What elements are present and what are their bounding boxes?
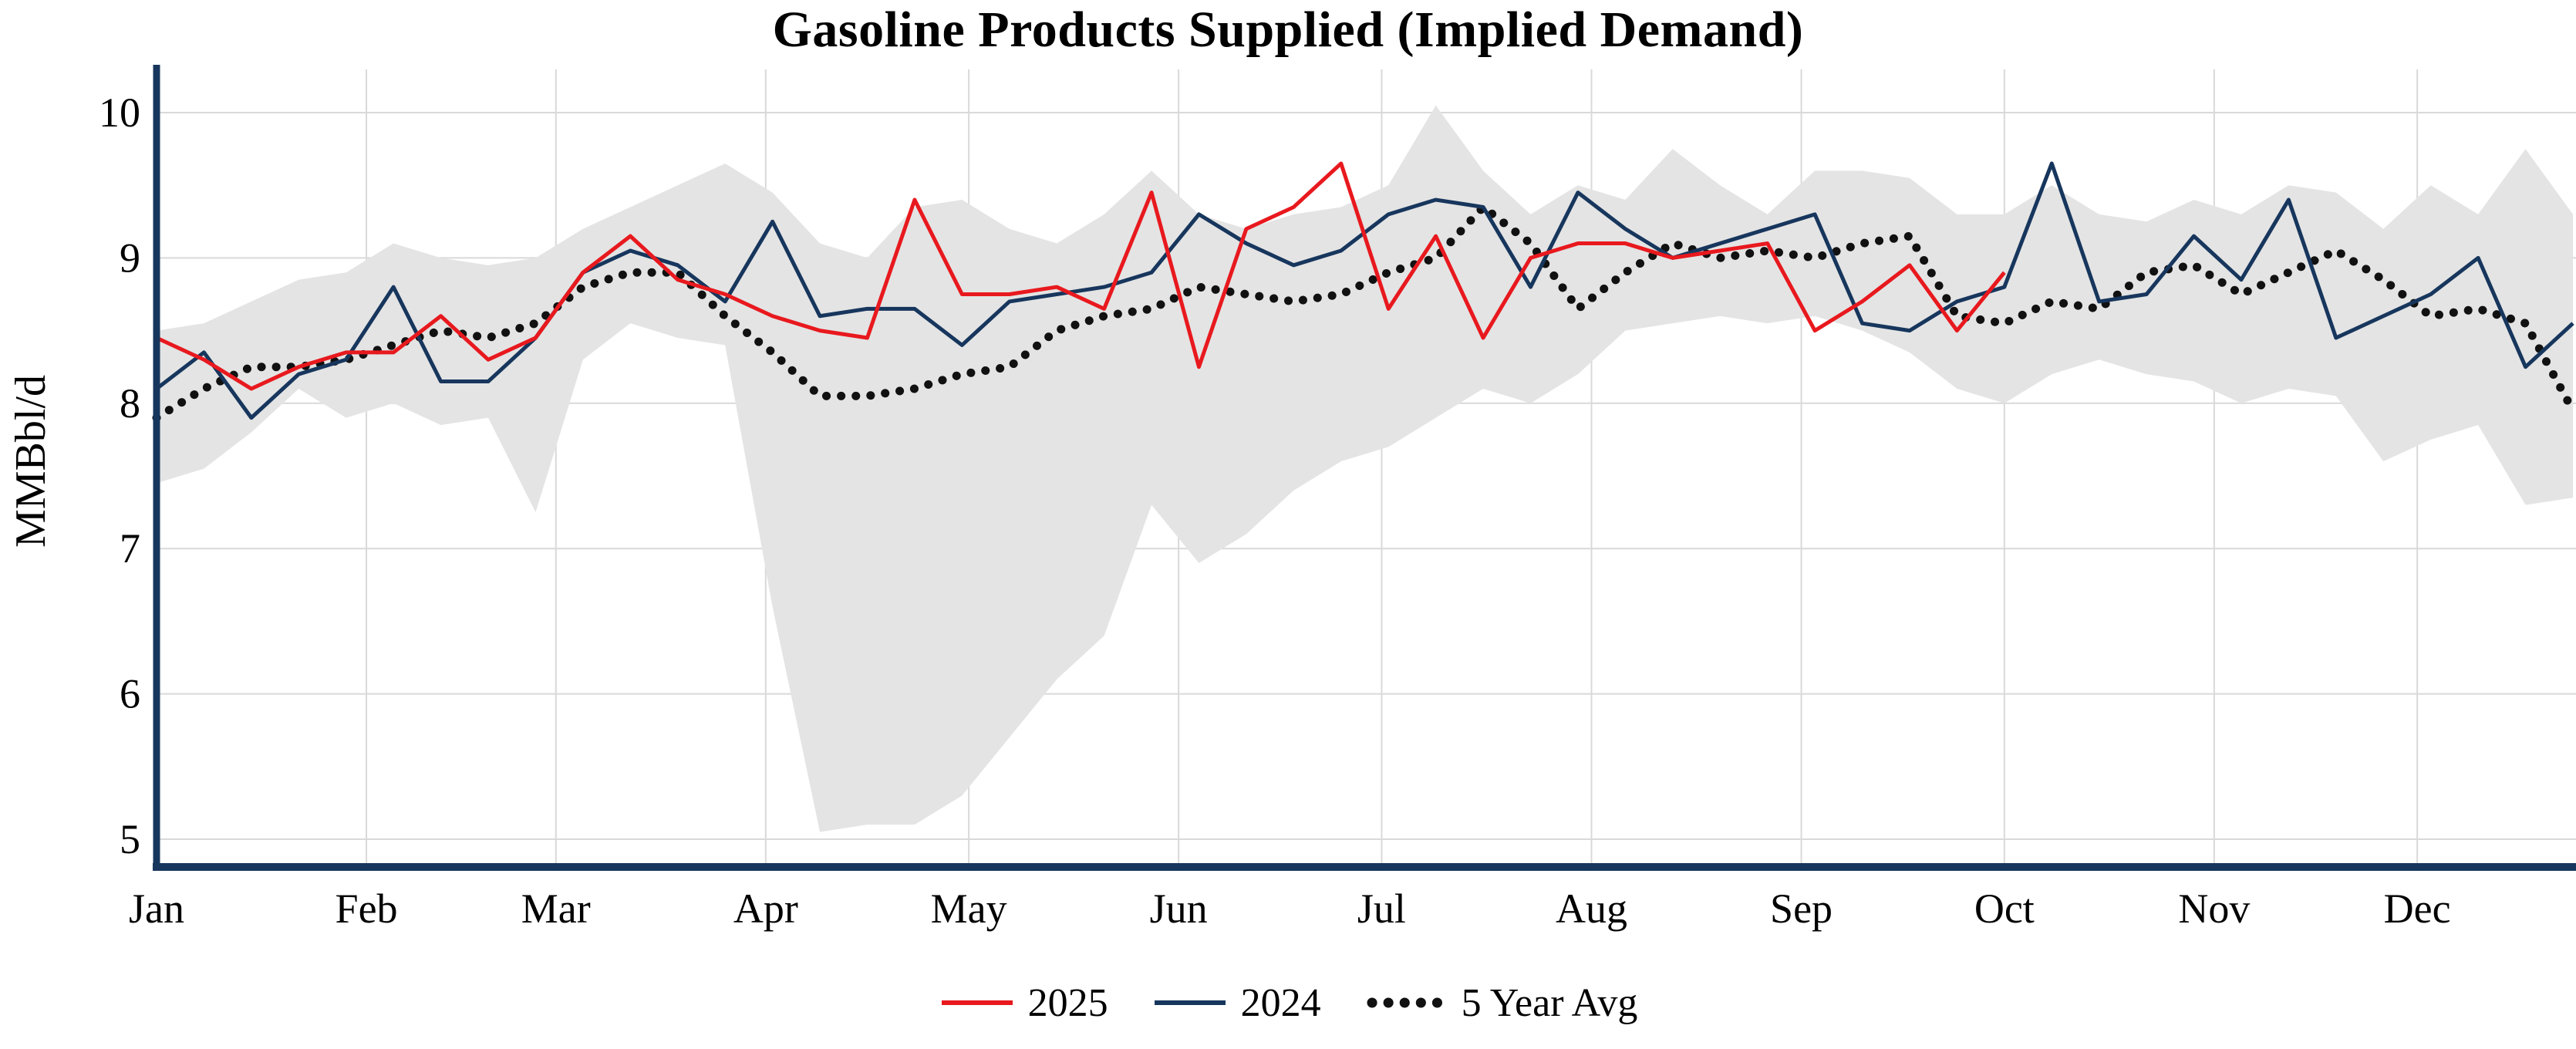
x-tick-label: Aug [1556, 885, 1627, 932]
x-tick-label: Nov [2178, 885, 2250, 932]
legend-item-2024: 2024 [1151, 980, 1321, 1026]
x-tick-labels: Jan Feb Mar Apr May Jun Jul Aug Sep Oct Nov Dec [129, 885, 2451, 932]
y-tick-label: 8 [120, 380, 140, 427]
x-tick-label: Mar [521, 885, 591, 932]
legend-label-2025: 2025 [1027, 980, 1108, 1025]
y-tick-label: 6 [120, 671, 140, 717]
axes [153, 65, 2576, 871]
x-tick-label: May [931, 885, 1007, 932]
y-tick-label: 7 [120, 525, 140, 572]
x-tick-label: Apr [733, 885, 798, 932]
y-tick-label: 9 [120, 234, 140, 281]
legend-line-5yr-avg-icon [1367, 997, 1447, 1008]
y-tick-label: 10 [99, 89, 140, 136]
chart-title: Gasoline Products Supplied (Implied Dema… [772, 2, 1804, 58]
x-tick-label: Jul [1357, 885, 1406, 932]
legend-label-5yr-avg: 5 Year Avg [1461, 980, 1638, 1025]
x-tick-label: Sep [1770, 885, 1833, 932]
legend-item-5yr-avg: 5 Year Avg [1364, 980, 1638, 1026]
x-tick-label: Jan [129, 885, 184, 932]
legend-label-2024: 2024 [1240, 980, 1321, 1025]
x-tick-label: Feb [335, 885, 398, 932]
legend-line-2024-icon [1154, 1000, 1226, 1005]
x-tick-label: Dec [2384, 885, 2451, 932]
y-tick-label: 5 [120, 816, 140, 862]
five-year-range-band [157, 105, 2573, 832]
legend: 2025 2024 5 Year Avg [0, 966, 2576, 1040]
x-tick-label: Oct [1974, 885, 2035, 932]
legend-line-2025-icon [941, 1000, 1013, 1005]
series-line-2025 [155, 161, 2006, 391]
x-tick-label: Jun [1150, 885, 1208, 932]
y-tick-labels: 5 6 7 8 9 10 [99, 89, 140, 862]
legend-item-2025: 2025 [939, 980, 1108, 1026]
